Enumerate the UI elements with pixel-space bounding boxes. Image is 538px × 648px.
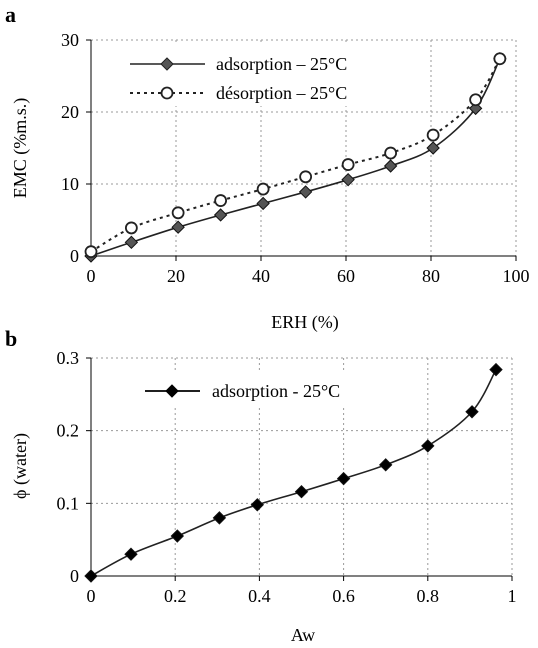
panel-a-y-tick-label: 30 (61, 30, 79, 50)
legend-adsorption-label: adsorption – 25°C (216, 54, 347, 74)
panel-a-series-2-point (469, 93, 483, 107)
panel-a-series-1-point (124, 235, 139, 250)
panel-a-y-tick-label: 0 (70, 246, 79, 266)
panel-a-letter: a (5, 2, 16, 27)
panel-b-letter: b (5, 326, 17, 351)
panel-b-series-1-point (294, 484, 309, 499)
panel-b-legend: adsorption - 25°C (135, 372, 385, 408)
panel-b-x-tick-label: 1 (508, 586, 517, 606)
panel-a-x-tick-label: 40 (252, 266, 270, 286)
panel-b-series-1-point (421, 439, 435, 453)
panel-b-x-tick-label: 0.6 (332, 586, 355, 606)
panel-b-series-1-point (250, 498, 265, 512)
panel-a-series-2-point (493, 52, 507, 66)
panel-b-y-tick-label: 0 (70, 566, 79, 586)
panel-a-y-tick-label: 10 (61, 174, 79, 194)
panel-a-series-1-point (298, 185, 313, 199)
panel-a-x-tick-label: 0 (87, 266, 96, 286)
panel-b-series-1-point (170, 529, 185, 543)
panel-b-x-tick-label: 0.4 (248, 586, 271, 606)
panel-a-series-2-point (256, 182, 270, 196)
panel-a-series-1-point (341, 172, 355, 187)
panel-a-x-tick-label: 20 (167, 266, 185, 286)
panel-b-y-tick-label: 0.3 (57, 348, 80, 368)
panel-b-series-1-point (378, 458, 393, 472)
panel-b-x-tick-label: 0 (87, 586, 96, 606)
panel-b-series-1-point (336, 471, 351, 486)
panel-a-y-tick-label: 20 (61, 102, 79, 122)
panel-a-series-2-point (124, 221, 138, 235)
panel-b-series-1-point (489, 362, 503, 377)
panel-b-tick-labels: 0 0.2 0.4 0.6 0.8 1 0 0.1 0.2 0.3 (57, 348, 517, 606)
panel-a-x-tick-label: 60 (337, 266, 355, 286)
legend-desorption-circle-marker (160, 86, 174, 100)
panel-b-x-tick-label: 0.8 (417, 586, 440, 606)
panel-a-x-axis-title: ERH (%) (271, 312, 338, 333)
panel-a-series-2-point (214, 194, 228, 207)
panel-a-series-1-point (213, 208, 228, 222)
panel-a-x-tick-label: 100 (503, 266, 530, 286)
panel-a-series-2-point (171, 206, 185, 220)
panel-b-x-tick-label: 0.2 (164, 586, 187, 606)
legend-b-adsorption-label: adsorption - 25°C (212, 381, 340, 401)
panel-a-series-2-point (341, 158, 355, 171)
panel-a-series-2-point (426, 128, 440, 142)
panel-a-series (84, 52, 507, 263)
panel-b-y-tick-label: 0.1 (57, 493, 80, 513)
panel-a-series-1-point (426, 141, 440, 155)
panel-a-series-2-point (299, 170, 313, 184)
legend-b-adsorption-diamond-marker (165, 384, 179, 398)
panel-b-x-axis-title: Aw (291, 625, 315, 645)
legend-desorption-label: désorption – 25°C (216, 83, 347, 103)
panel-b-y-tick-label: 0.2 (57, 421, 80, 441)
panel-a-series-1-point (383, 159, 398, 173)
panel-b-series-1-point (212, 511, 227, 525)
panel-a-series-2-line (90, 58, 501, 253)
panel-a-series-2-point (384, 146, 398, 160)
panel-b-series (84, 362, 503, 583)
panel-b-series-1-point (124, 547, 138, 561)
panel-a-series-1-point (171, 220, 185, 234)
panel-a-x-tick-label: 80 (422, 266, 440, 286)
legend-adsorption-diamond-marker (160, 57, 174, 71)
panel-b-series-1-point (465, 405, 479, 419)
panel-b-series-1-point (84, 569, 98, 583)
panel-a-series-1-point (256, 196, 270, 211)
panel-a-legend: adsorption – 25°C désorption – 25°C (120, 44, 400, 106)
panel-b-y-axis-title: ϕ (water) (10, 433, 31, 499)
panel-a-y-axis-title: EMC (%m.s.) (10, 98, 31, 199)
panel-a-tick-labels: 0 20 40 60 80 100 0 10 20 30 (61, 30, 530, 286)
panel-a-series-2-point (84, 245, 98, 259)
